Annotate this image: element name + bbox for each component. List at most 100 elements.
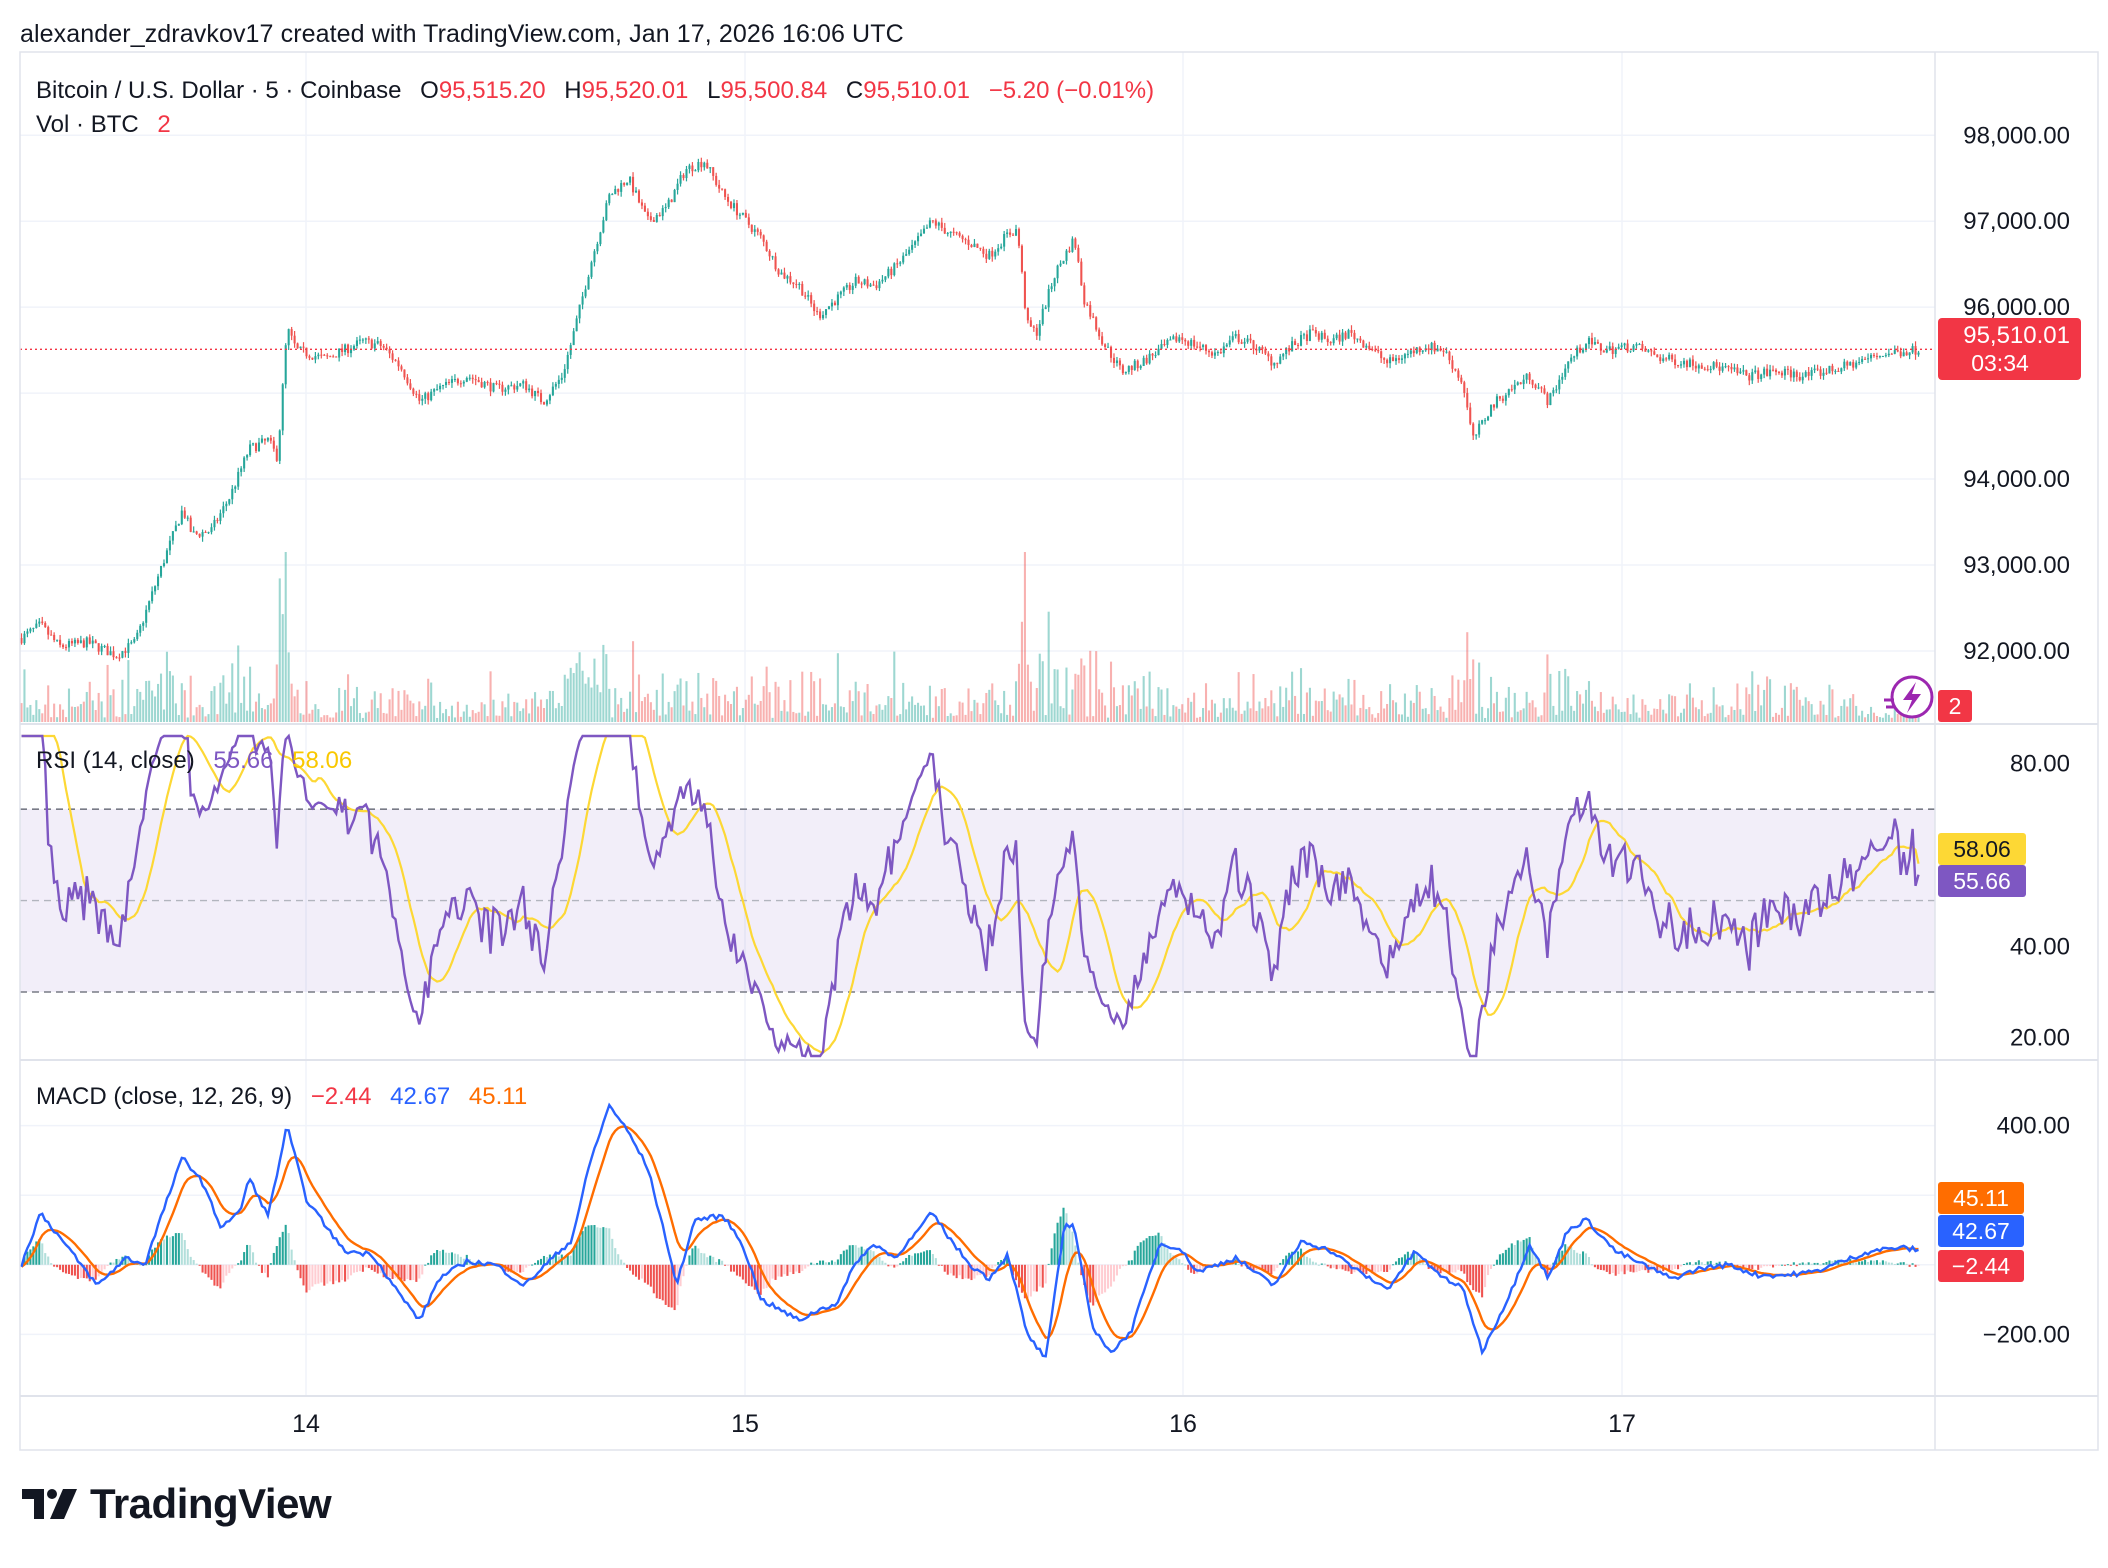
volume-bar (1347, 678, 1350, 722)
candle-body (1763, 368, 1766, 375)
macd-hist-bar (1682, 1263, 1686, 1265)
volume-bar (148, 680, 151, 722)
candle-body (115, 657, 118, 659)
macd-hist-bar (1766, 1264, 1769, 1267)
volume-bar (299, 713, 302, 722)
macd-hist-bar (168, 1237, 171, 1265)
volume-bar (854, 681, 857, 722)
volume-bar (1507, 686, 1510, 722)
candle-body (1593, 341, 1596, 345)
candle-body (827, 306, 831, 310)
volume-bar (447, 716, 451, 722)
macd-hist-bar (887, 1264, 890, 1267)
volume-bar (1418, 691, 1421, 722)
volume-bar (130, 714, 133, 722)
volume-bar (459, 716, 462, 722)
volume-bar (281, 614, 284, 722)
volume-bar (1617, 709, 1620, 722)
volume-bar (649, 702, 652, 722)
volume-bar (1397, 714, 1401, 722)
candle-body (1065, 250, 1068, 261)
macd-hist-bar (1270, 1264, 1273, 1275)
volume-bar (1709, 712, 1712, 722)
candle-body (1175, 336, 1178, 342)
volume-bar (1062, 708, 1065, 722)
volume-bar (1092, 716, 1095, 722)
macd-hist-bar (1623, 1264, 1626, 1275)
lightning-icon[interactable] (1884, 675, 1934, 719)
candle-body (1386, 359, 1389, 364)
volume-bar (608, 688, 611, 722)
volume-bar (611, 717, 614, 722)
candle-body (1510, 389, 1513, 391)
volume-bar (1668, 694, 1671, 722)
macd-hist-bar (257, 1264, 261, 1266)
volume-bar (1237, 672, 1240, 722)
candle-body (492, 383, 495, 392)
candle-body (1498, 396, 1501, 399)
macd-hist-bar (326, 1264, 329, 1284)
macd-hist-bar (940, 1264, 943, 1266)
volume-bar (673, 691, 676, 722)
candle-body (1009, 232, 1012, 235)
candle-body (1202, 345, 1205, 347)
macd-hist-bar (162, 1239, 166, 1265)
candle-body (1825, 372, 1828, 374)
candle-body (1112, 357, 1116, 364)
volume-bar (1267, 706, 1270, 722)
volume-badge-value: 2 (1949, 693, 1962, 719)
macd-hist-bar (694, 1245, 697, 1265)
candle-body (1561, 376, 1564, 380)
volume-bar (688, 710, 691, 722)
macd-hist-bar (1590, 1264, 1593, 1266)
volume-bar (1009, 704, 1012, 722)
candle-body (498, 383, 501, 385)
macd-hist-bar (1472, 1264, 1475, 1291)
candle-body (1469, 407, 1472, 424)
macd-hist-bar (1006, 1253, 1009, 1265)
volume-bar (222, 675, 225, 722)
macd-hist-bar (673, 1264, 676, 1311)
macd-hist-bar (1513, 1245, 1516, 1265)
volume-bar (997, 704, 1000, 722)
volume-bar (1878, 717, 1881, 722)
macd-hist-bar (314, 1264, 317, 1285)
volume-bar (216, 714, 219, 722)
volume-bar (572, 673, 575, 722)
candle-body (462, 381, 465, 384)
macd-hist-bar (640, 1264, 643, 1279)
candle-body (1688, 359, 1691, 368)
volume-bar (1383, 708, 1386, 722)
candle-body (542, 402, 546, 405)
candle-body (765, 241, 768, 252)
volume-bar (1044, 715, 1047, 722)
candle-body (1098, 329, 1101, 337)
macd-hist-bar (1478, 1264, 1481, 1293)
volume-bar (246, 710, 249, 722)
volume-bar (1151, 708, 1154, 722)
candle-body (863, 279, 866, 285)
macd-hist-bar (1359, 1264, 1362, 1273)
close-value: 95,510.01 (863, 77, 970, 104)
macd-hist-bar (290, 1249, 293, 1265)
macd-hist-bar (171, 1236, 174, 1265)
candle-body (1650, 350, 1653, 352)
candle-body (1252, 340, 1255, 350)
candle-body (1584, 344, 1588, 350)
macd-hist-bar (1243, 1264, 1246, 1266)
macd-hist-bar (231, 1264, 234, 1269)
volume-bar (581, 670, 584, 722)
candle-body (219, 513, 222, 521)
candle-body (192, 531, 195, 533)
candle-body (658, 215, 661, 217)
macd-hist-bar (1510, 1243, 1513, 1265)
volume-bar (1772, 716, 1775, 722)
volume-bar (896, 715, 899, 722)
volume-bar (1196, 717, 1199, 722)
volume-bar (934, 696, 937, 722)
volume-bar (1869, 706, 1873, 722)
macd-hist-bar (462, 1258, 465, 1265)
macd-hist-bar (1887, 1262, 1890, 1265)
macd-hist-bar (1546, 1264, 1549, 1275)
